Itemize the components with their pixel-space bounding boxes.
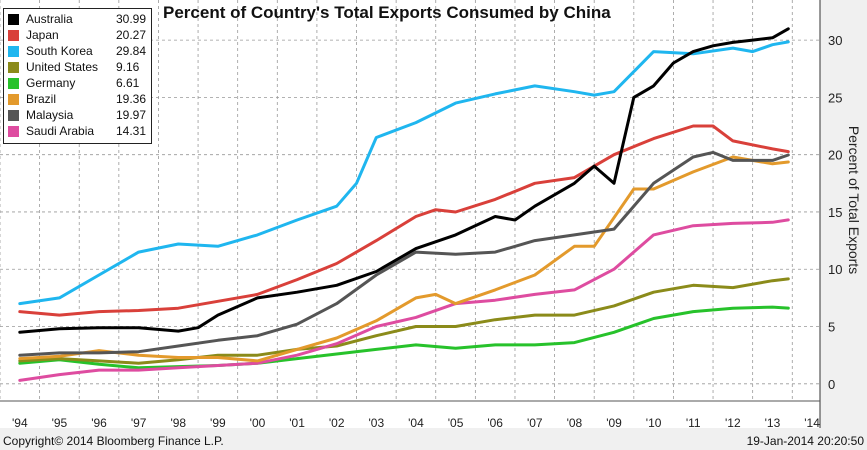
series-line-japan [18, 124, 790, 317]
legend-value: 14.31 [116, 124, 147, 138]
y-tick-label: 5 [828, 320, 835, 335]
legend-item-united-states: United States 9.16 [8, 60, 150, 75]
x-tick-label: '12 [725, 416, 741, 430]
legend-value: 29.84 [116, 44, 147, 58]
legend: Australia 30.99 Japan 20.27 South Korea … [3, 8, 152, 144]
legend-item-australia: Australia 30.99 [8, 12, 150, 27]
timestamp-text: 19-Jan-2014 20:20:50 [746, 434, 864, 448]
x-tick-label: '07 [527, 416, 543, 430]
x-tick-label: '96 [91, 416, 107, 430]
legend-name: South Korea [26, 44, 93, 58]
legend-name: Brazil [26, 92, 57, 106]
x-tick-label: '01 [289, 416, 305, 430]
series-line-united-states [18, 277, 790, 365]
legend-item-saudi-arabia: Saudi Arabia 14.31 [8, 124, 150, 139]
legend-name: Malaysia [26, 108, 74, 122]
legend-swatch [8, 78, 19, 89]
legend-item-malaysia: Malaysia 19.97 [8, 108, 150, 123]
legend-item-japan: Japan 20.27 [8, 28, 150, 43]
legend-name: Australia [26, 12, 73, 26]
x-tick-labels: '94 '95 '96 '97 '98 '99 '00 '01 '02 '03 '04 '05 '06 '… [12, 416, 820, 430]
y-tick-label: 25 [828, 90, 842, 105]
x-tick-label: '00 [250, 416, 266, 430]
legend-swatch [8, 30, 19, 41]
legend-swatch [8, 14, 19, 25]
chart-title: Percent of Country's Total Exports Consu… [163, 3, 611, 22]
x-tick-label: '14 [804, 416, 820, 430]
legend-value: 9.16 [116, 60, 140, 74]
legend-value: 19.36 [116, 92, 147, 106]
series-line-saudi-arabia [18, 218, 790, 382]
series-line-brazil [18, 155, 790, 363]
legend-item-brazil: Brazil 19.36 [8, 92, 150, 107]
x-tick-label: '95 [52, 416, 68, 430]
x-tick-label: '05 [448, 416, 464, 430]
x-tick-label: '99 [210, 416, 226, 430]
x-tick-label: '06 [487, 416, 503, 430]
legend-item-germany: Germany 6.61 [8, 76, 150, 91]
legend-name: Germany [26, 76, 76, 90]
legend-value: 30.99 [116, 12, 147, 26]
legend-value: 19.97 [116, 108, 147, 122]
legend-name: United States [26, 60, 99, 74]
x-tick-label: '08 [567, 416, 583, 430]
y-tick-label: 20 [828, 148, 842, 163]
legend-swatch [8, 126, 19, 137]
legend-swatch [8, 62, 19, 73]
x-tick-label: '04 [408, 416, 424, 430]
x-tick-label: '03 [369, 416, 385, 430]
legend-swatch [8, 46, 19, 57]
x-tick-label: '09 [606, 416, 622, 430]
x-tick-label: '13 [765, 416, 781, 430]
y-axis-label: Percent of Total Exports [846, 125, 862, 275]
series-line-malaysia [18, 150, 790, 357]
series-line-south-korea [18, 40, 790, 306]
x-tick-label: '02 [329, 416, 345, 430]
x-tick-label: '94 [12, 416, 28, 430]
x-tick-label: '97 [131, 416, 147, 430]
series-group [18, 27, 790, 382]
grid [0, 0, 820, 401]
y-tick-labels: 0 5 10 15 20 25 30 [828, 33, 842, 392]
legend-item-south-korea: South Korea 29.84 [8, 44, 150, 59]
legend-name: Saudi Arabia [26, 124, 95, 138]
legend-swatch [8, 110, 19, 121]
series-line-germany [18, 305, 790, 370]
legend-value: 20.27 [116, 28, 147, 42]
y-tick-label: 15 [828, 205, 842, 220]
legend-name: Japan [26, 28, 59, 42]
series-line-australia [18, 27, 790, 334]
y-tick-label: 30 [828, 33, 842, 48]
x-tick-label: '98 [170, 416, 186, 430]
legend-value: 6.61 [116, 76, 140, 90]
x-tick-label: '11 [686, 416, 701, 430]
x-tick-label: '10 [646, 416, 662, 430]
y-tick-label: 10 [828, 262, 842, 277]
legend-swatch [8, 94, 19, 105]
copyright-text: Copyright© 2014 Bloomberg Finance L.P. [3, 434, 224, 448]
y-tick-label: 0 [828, 377, 835, 392]
